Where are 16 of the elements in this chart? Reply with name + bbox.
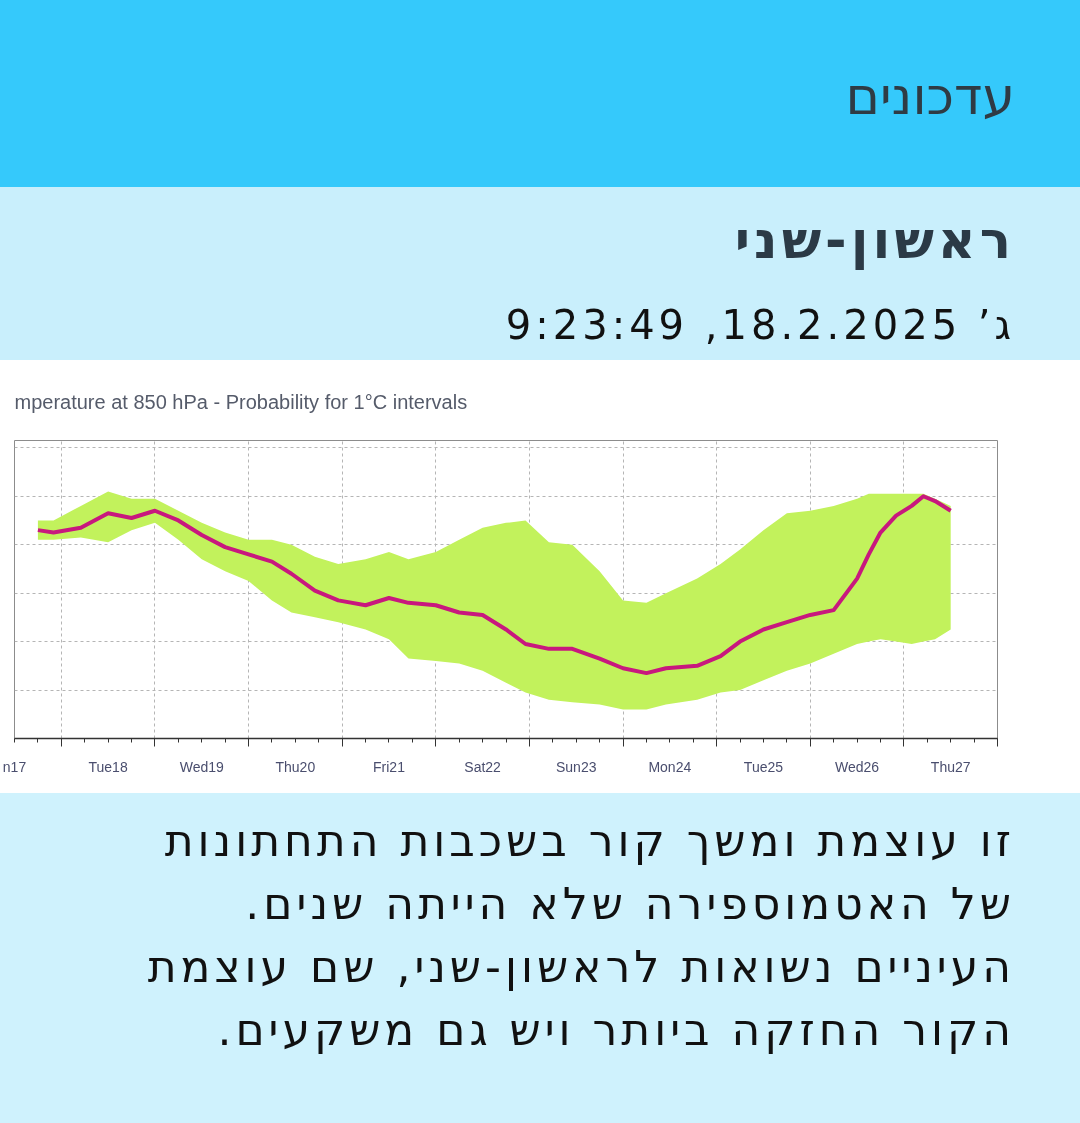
x-tick-label: n17 <box>2 758 27 775</box>
text: עדכונים <box>0 0 1080 187</box>
text: ראשון-שני <box>0 187 1080 280</box>
x-tick-label: Sun23 <box>555 758 597 775</box>
x-tick-label: Wed19 <box>179 758 224 775</box>
x-tick-label: Fri21 <box>373 758 406 775</box>
x-tick-label: Sat22 <box>464 758 502 775</box>
text: ג’ 18.2.2025, 9:23:49 <box>0 280 1080 360</box>
x-tick-label: Tue18 <box>88 758 128 775</box>
x-tick-label: Thu20 <box>275 758 316 775</box>
x-tick-label: Mon24 <box>648 758 692 775</box>
chart-title: mperature at 850 hPa - Probability for 1°C intervals <box>14 390 468 413</box>
x-tick-label: Tue25 <box>743 758 784 775</box>
x-tick-label: Wed26 <box>835 758 880 775</box>
x-tick-label: Thu27 <box>930 758 971 775</box>
text: זו עוצמת ומשך קור בשכבות התחתונות של האטמוספירה שלא הייתה שנים. העיניים נשואות לראשון-שני, שם עוצמת הקור החזקה ביותר ויש גם משקעים. <box>0 793 1080 1123</box>
